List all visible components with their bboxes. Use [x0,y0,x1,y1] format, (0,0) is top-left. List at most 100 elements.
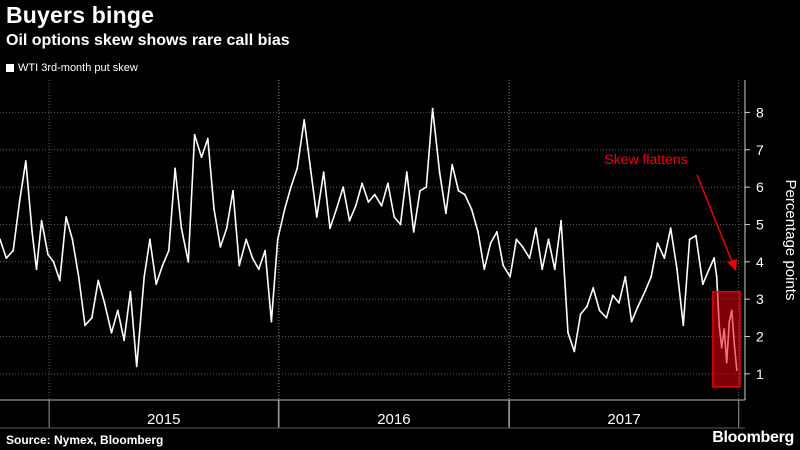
data-point [251,257,254,259]
y-tick-label: 3 [756,291,764,307]
data-point [148,238,151,241]
data-point [135,365,138,368]
data-point [425,186,428,189]
data-point [329,227,331,230]
data-point [495,231,498,233]
data-point [611,294,614,297]
data-point [35,268,38,271]
data-point [270,320,273,323]
data-point [431,107,434,110]
data-point [174,167,176,170]
data-point [509,275,512,278]
data-point [412,231,415,233]
data-point [637,305,639,308]
data-point [688,238,691,241]
data-point [367,201,370,203]
data-point [225,227,228,230]
x-tick-label: 2015 [147,411,180,428]
data-point [605,316,608,319]
data-point [167,249,170,252]
data-point [161,264,164,267]
data-point [399,223,402,226]
x-axis-year-bands: 2015 2016 2017 [0,399,745,429]
data-point [405,171,408,174]
series-lines [0,107,738,372]
data-point [535,227,537,230]
data-point [713,257,716,259]
y-tick-label: 7 [756,142,764,158]
data-point [65,216,68,218]
data-point [52,260,55,263]
data-point [31,231,34,233]
data-point [296,167,299,170]
data-point [676,268,678,271]
data-point [669,227,672,230]
legend: WTI 3rd-month put skew [6,62,138,74]
data-point [483,268,486,271]
data-point [567,331,569,334]
data-point [444,212,447,215]
data-point [110,331,113,334]
data-point [219,245,222,248]
data-point [663,257,666,259]
x-tick-label: 2016 [377,411,410,428]
data-point [5,257,8,259]
data-point [354,204,357,207]
data-point [528,257,531,259]
data-point [553,268,556,271]
data-point [342,186,345,189]
data-point [618,301,620,304]
data-point [560,219,563,222]
y-axis-ticks: 1 2 3 4 5 6 7 8 [744,80,764,400]
annotation: Skew flattens [604,151,737,271]
data-point [213,208,216,211]
data-point [245,238,248,241]
data-point [586,305,588,308]
data-point [84,324,86,327]
annotation-text: Skew flattens [604,151,687,167]
data-point [91,316,93,319]
data-point [58,279,61,282]
data-point [521,245,524,248]
grid-lines [0,80,745,400]
x-tick-label: 2017 [607,411,640,428]
data-point [200,156,203,159]
data-point [515,238,518,241]
data-point [335,208,338,211]
data-point [701,283,704,286]
data-point [18,201,21,203]
data-point [438,171,441,174]
annotation-arrow-head [727,259,737,271]
data-point [470,208,473,211]
data-point [232,189,234,192]
y-axis-label: Percentage points [782,180,799,301]
data-point [129,290,132,293]
data-point [694,234,697,237]
data-point [643,290,646,293]
source-note: Source: Nymex, Bloomberg [6,433,164,447]
y-tick-label: 5 [756,216,764,232]
y-tick-label: 8 [756,104,764,120]
legend-swatch [6,64,14,72]
data-point [143,275,146,278]
data-point [303,118,306,121]
data-point [650,275,653,278]
data-point [180,227,183,230]
data-point [348,219,351,222]
chart-subtitle: Oil options skew shows rare call bias [6,32,290,49]
data-point [77,275,80,278]
data-point [489,242,492,245]
data-point [393,216,396,218]
highlight-rect [712,290,741,388]
data-point [238,264,241,267]
data-point [361,182,364,185]
y-tick-label: 1 [756,366,764,382]
data-point [477,231,479,233]
data-point [541,268,544,271]
chart-title: Buyers binge [6,2,155,28]
data-point [419,189,421,192]
data-point [451,163,454,166]
data-point [116,309,119,312]
data-point [264,249,267,252]
